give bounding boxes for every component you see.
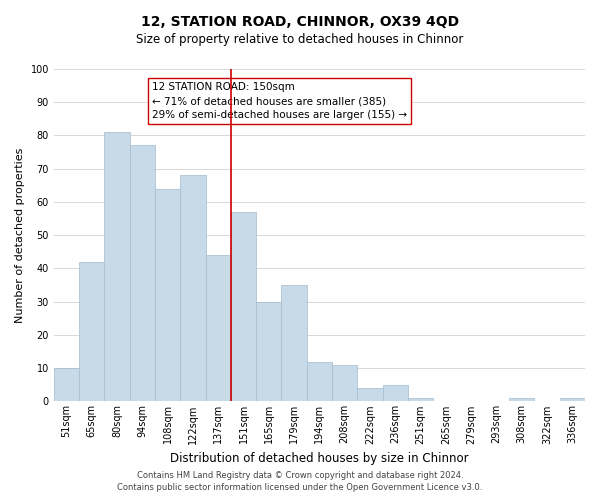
Bar xyxy=(256,302,281,402)
Bar xyxy=(206,255,231,402)
Bar xyxy=(408,398,433,402)
Bar xyxy=(281,285,307,402)
Bar xyxy=(130,146,155,402)
Bar xyxy=(104,132,130,402)
Bar xyxy=(509,398,535,402)
Bar xyxy=(332,365,358,402)
Bar xyxy=(54,368,79,402)
Bar xyxy=(231,212,256,402)
Text: Contains HM Land Registry data © Crown copyright and database right 2024.
Contai: Contains HM Land Registry data © Crown c… xyxy=(118,471,482,492)
Bar xyxy=(307,362,332,402)
Bar xyxy=(79,262,104,402)
Bar xyxy=(155,188,180,402)
Bar xyxy=(560,398,585,402)
Text: Size of property relative to detached houses in Chinnor: Size of property relative to detached ho… xyxy=(136,32,464,46)
Bar xyxy=(383,385,408,402)
X-axis label: Distribution of detached houses by size in Chinnor: Distribution of detached houses by size … xyxy=(170,452,469,465)
Bar xyxy=(180,176,206,402)
Bar xyxy=(358,388,383,402)
Text: 12 STATION ROAD: 150sqm
← 71% of detached houses are smaller (385)
29% of semi-d: 12 STATION ROAD: 150sqm ← 71% of detache… xyxy=(152,82,407,120)
Text: 12, STATION ROAD, CHINNOR, OX39 4QD: 12, STATION ROAD, CHINNOR, OX39 4QD xyxy=(141,15,459,29)
Y-axis label: Number of detached properties: Number of detached properties xyxy=(15,148,25,323)
